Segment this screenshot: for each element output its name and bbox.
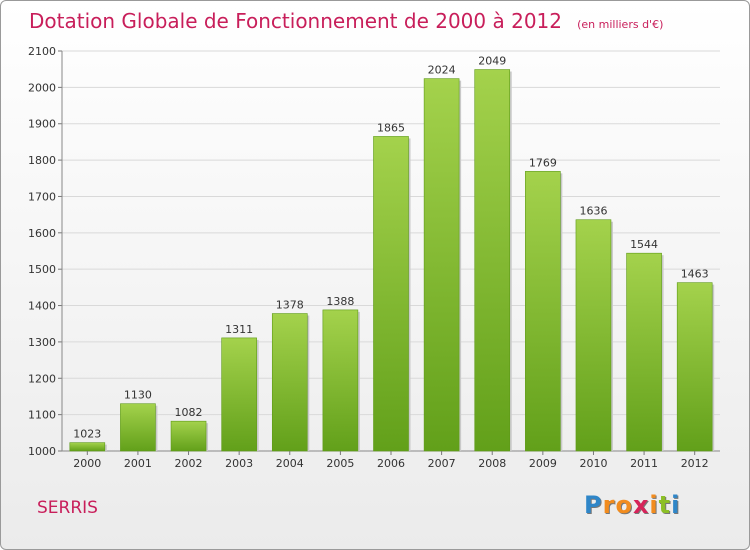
bar-2001 xyxy=(120,403,156,452)
chart-title: Dotation Globale de Fonctionnement de 20… xyxy=(29,9,562,33)
data-label: 1865 xyxy=(377,121,405,134)
bar-2011 xyxy=(626,252,662,452)
bar-2002 xyxy=(170,420,207,452)
bar-2004 xyxy=(271,313,308,452)
logo-letter: t xyxy=(658,491,672,519)
x-tick-label: 2003 xyxy=(225,457,253,470)
data-label: 1636 xyxy=(579,205,607,218)
data-label: 1378 xyxy=(276,299,304,312)
y-tick-label: 1800 xyxy=(28,154,56,167)
data-label: 2024 xyxy=(428,64,456,77)
data-label: 1544 xyxy=(630,238,658,251)
x-tick-label: 2011 xyxy=(630,457,658,470)
x-tick-label: 2006 xyxy=(377,457,405,470)
data-label: 1463 xyxy=(681,268,709,281)
data-label: 1388 xyxy=(326,295,354,308)
bar-2010 xyxy=(575,219,612,452)
chart-title-block: Dotation Globale de Fonctionnement de 20… xyxy=(29,9,663,33)
chart-unit: (en milliers d'€) xyxy=(577,18,664,31)
y-tick-label: 1600 xyxy=(28,227,56,240)
bar-2000 xyxy=(69,442,106,452)
data-label: 2049 xyxy=(478,55,506,68)
x-tick-label: 2007 xyxy=(428,457,456,470)
bar-2008 xyxy=(474,69,511,452)
y-tick-label: 2000 xyxy=(28,81,56,94)
y-tick-label: 1200 xyxy=(28,372,56,385)
x-tick-label: 2002 xyxy=(175,457,203,470)
logo-letter: P xyxy=(584,491,603,519)
y-tick-label: 1900 xyxy=(28,118,56,131)
commune-name: SERRIS xyxy=(37,498,98,518)
y-tick-label: 1100 xyxy=(28,409,56,422)
bar-2003 xyxy=(221,337,257,452)
bar-2005 xyxy=(322,309,359,452)
logo-letter: x xyxy=(632,491,650,519)
logo-letter: i xyxy=(649,491,659,519)
x-tick-label: 2000 xyxy=(73,457,101,470)
data-label: 1311 xyxy=(225,323,253,336)
bar-2006 xyxy=(373,136,409,452)
y-tick-label: 1700 xyxy=(28,190,56,203)
logo-letter: o xyxy=(615,491,633,519)
logo-letter: i xyxy=(671,491,681,519)
x-tick-label: 2005 xyxy=(326,457,354,470)
bar-2007 xyxy=(423,78,460,452)
x-tick-label: 2012 xyxy=(681,457,709,470)
x-tick-label: 2008 xyxy=(478,457,506,470)
x-tick-label: 2009 xyxy=(529,457,557,470)
data-label: 1023 xyxy=(73,428,101,441)
y-tick-label: 1400 xyxy=(28,300,56,313)
logo-letter: r xyxy=(602,491,616,519)
x-tick-label: 2010 xyxy=(579,457,607,470)
y-tick-label: 1500 xyxy=(28,263,56,276)
bar-2009 xyxy=(525,171,561,452)
data-label: 1130 xyxy=(124,389,152,402)
y-tick-label: 2100 xyxy=(28,45,56,58)
data-label: 1769 xyxy=(529,156,557,169)
x-tick-label: 2004 xyxy=(276,457,304,470)
x-tick-label: 2001 xyxy=(124,457,152,470)
y-tick-label: 1000 xyxy=(28,445,56,458)
y-tick-label: 1300 xyxy=(28,336,56,349)
proxiti-logo: Proxiti xyxy=(584,491,680,519)
data-label: 1082 xyxy=(175,406,203,419)
bar-2012 xyxy=(676,282,713,452)
